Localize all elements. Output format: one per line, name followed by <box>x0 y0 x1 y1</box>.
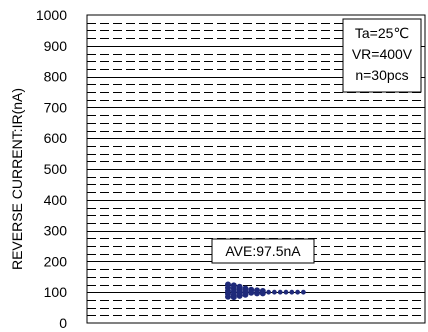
data-point <box>266 289 271 295</box>
data-point <box>295 289 300 295</box>
average-box-frame <box>211 238 315 264</box>
y-tick-label: 100 <box>44 284 68 300</box>
average-label: AVE:97.5nA <box>225 243 301 259</box>
condition-sample-count: n=30pcs <box>355 67 408 83</box>
conditions-box: Ta=25℃ VR=400V n=30pcs <box>342 18 422 93</box>
y-tick-label: 900 <box>44 38 68 54</box>
y-tick-label: 700 <box>44 99 68 115</box>
y-tick-labels: 0 100 200 300 400 500 600 700 800 900 1000 <box>36 7 67 331</box>
y-tick-label: 400 <box>44 192 68 208</box>
y-tick-label: 1000 <box>36 7 67 23</box>
condition-temperature: Ta=25℃ <box>355 25 409 41</box>
data-point <box>254 290 260 297</box>
data-points <box>225 281 306 301</box>
data-point <box>277 289 283 295</box>
y-tick-label: 500 <box>44 161 68 177</box>
data-point <box>283 289 289 295</box>
data-point <box>225 293 231 300</box>
data-point <box>289 289 295 295</box>
y-tick-label: 600 <box>44 130 68 146</box>
data-point <box>230 294 237 301</box>
average-box: AVE:97.5nA <box>211 238 315 264</box>
plot-area-frame <box>86 14 426 324</box>
conditions-box-frame <box>342 18 422 93</box>
condition-voltage: VR=400V <box>352 46 413 62</box>
y-tick-label: 200 <box>44 253 68 269</box>
y-tick-label: 300 <box>44 223 68 239</box>
data-point <box>242 291 249 298</box>
y-tick-label: 800 <box>44 69 68 85</box>
data-point <box>272 289 277 295</box>
data-point <box>236 292 243 299</box>
data-point <box>248 289 255 296</box>
y-tick-label: 0 <box>59 315 67 331</box>
data-point <box>301 289 306 295</box>
y-axis-label: REVERSE CURRENT:IR(nA) <box>9 88 25 270</box>
data-point <box>259 290 266 297</box>
